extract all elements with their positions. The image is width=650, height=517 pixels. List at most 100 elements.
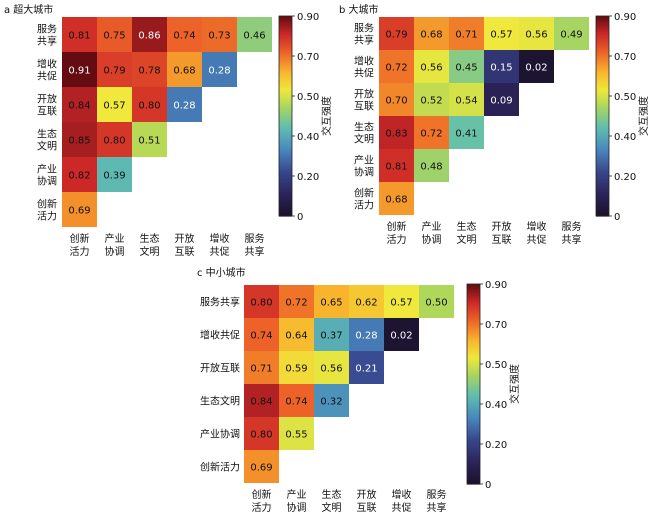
colorbar-tick-label: 0	[485, 480, 491, 491]
cell-value-label: 0.80	[103, 136, 125, 147]
colorbar-segment	[467, 408, 480, 412]
colorbar-segment	[467, 404, 480, 407]
colorbar-segment	[279, 140, 292, 144]
cell-value-label: 0.56	[320, 364, 342, 375]
colorbar-segment	[467, 292, 480, 296]
heatmap-cell	[379, 83, 414, 116]
row-label: 创新活力	[354, 187, 374, 212]
row-label: 开放互联	[37, 93, 57, 118]
cell-value-label: 0.72	[285, 298, 307, 309]
heatmap-cell	[379, 17, 414, 50]
colorbar-segment	[279, 71, 292, 75]
colorbar-segment	[467, 446, 480, 450]
heatmap-cell	[167, 17, 202, 52]
colorbar-segment	[596, 58, 609, 62]
colorbar-segment	[279, 64, 292, 68]
colorbar-segment	[596, 193, 609, 197]
colorbar-segment	[596, 33, 609, 37]
colorbar-tick-label: 0.20	[485, 440, 507, 451]
cell-value-label: 0.64	[285, 331, 307, 342]
colorbar-segment	[467, 326, 480, 330]
heatmap-cell	[449, 50, 484, 83]
column-label: 服务共享	[245, 232, 265, 258]
heatmap-cell	[62, 17, 97, 52]
cell-value-label: 0.74	[285, 397, 307, 408]
heatmap-cell	[237, 17, 272, 52]
column-label: 产业协调	[287, 488, 307, 514]
colorbar-segment	[467, 348, 480, 352]
heatmap-cell	[62, 192, 97, 227]
colorbar-segment	[279, 198, 292, 202]
colorbar-segment	[596, 118, 609, 122]
row-label: 服务共享	[354, 22, 374, 47]
cell-value-label: 0.82	[68, 171, 90, 182]
colorbar-segment	[279, 131, 292, 135]
colorbar-tick-label: 0.40	[614, 132, 636, 143]
colorbar-segment	[596, 76, 609, 79]
colorbar-segment	[467, 352, 480, 356]
colorbar-segment	[467, 335, 480, 338]
colorbar-segment	[467, 397, 480, 401]
colorbar-segment	[279, 180, 292, 184]
heatmap-cell	[419, 285, 454, 318]
colorbar-segment	[467, 310, 480, 314]
colorbar-segment	[467, 357, 480, 361]
heatmap-cell	[167, 52, 202, 87]
row-label: 创新活力	[37, 198, 57, 223]
heatmap-cell	[244, 318, 279, 351]
heatmap-cell	[379, 182, 414, 215]
colorbar-segment	[279, 84, 292, 88]
colorbar-segment	[279, 142, 292, 146]
colorbar-segment	[467, 304, 480, 307]
colorbar-segment	[467, 344, 480, 347]
colorbar-segment	[279, 171, 292, 175]
colorbar-segment	[467, 472, 480, 476]
heatmap-cell	[279, 351, 314, 384]
heatmap-cell	[484, 17, 519, 50]
column-label: 开放互联	[492, 220, 512, 246]
colorbar-segment	[596, 176, 609, 179]
colorbar-tick-label: 0.90	[297, 12, 319, 23]
colorbar-segment	[467, 290, 480, 294]
cell-value-label: 0.15	[490, 63, 512, 74]
colorbar-segment	[596, 182, 609, 186]
colorbar-segment	[596, 84, 609, 88]
colorbar-segment	[279, 211, 292, 215]
cell-value-label: 0.71	[455, 30, 477, 41]
cell-value-label: 0.74	[173, 31, 195, 42]
cell-value-label: 0.57	[490, 30, 512, 41]
heatmap-cell	[132, 52, 167, 87]
heatmap-cell	[349, 318, 384, 351]
heatmap-cell	[62, 157, 97, 192]
heatmap-cell	[449, 116, 484, 149]
colorbar-segment	[467, 286, 480, 290]
colorbar-segment	[279, 33, 292, 37]
colorbar-segment	[467, 477, 480, 481]
colorbar-segment	[596, 47, 609, 50]
colorbar-frame	[278, 15, 293, 217]
colorbar-segment	[467, 332, 480, 336]
colorbar-segment	[467, 330, 480, 334]
row-label: 生态文明	[354, 121, 374, 146]
colorbar-tick-label: 0.70	[614, 52, 636, 63]
colorbar-segment	[279, 107, 292, 110]
cell-value-label: 0.57	[390, 298, 412, 309]
colorbar-segment	[596, 120, 609, 124]
colorbar-segment	[279, 40, 292, 44]
colorbar-segment	[596, 142, 609, 146]
heatmap-cell	[244, 285, 279, 318]
colorbar-segment	[279, 153, 292, 157]
cell-value-label: 0.84	[250, 397, 272, 408]
colorbar-segment	[467, 337, 480, 341]
colorbar-segment	[279, 44, 292, 48]
cell-value-label: 0.45	[455, 63, 477, 74]
colorbar-segment	[467, 370, 480, 374]
colorbar-segment	[467, 381, 480, 385]
cell-value-label: 0.37	[320, 331, 342, 342]
colorbar-tick-label: 0	[614, 212, 620, 223]
colorbar-segment	[596, 184, 609, 188]
colorbar-segment	[467, 312, 480, 316]
colorbar-segment	[596, 198, 609, 202]
colorbar-segment	[596, 147, 609, 150]
colorbar-segment	[596, 207, 609, 210]
